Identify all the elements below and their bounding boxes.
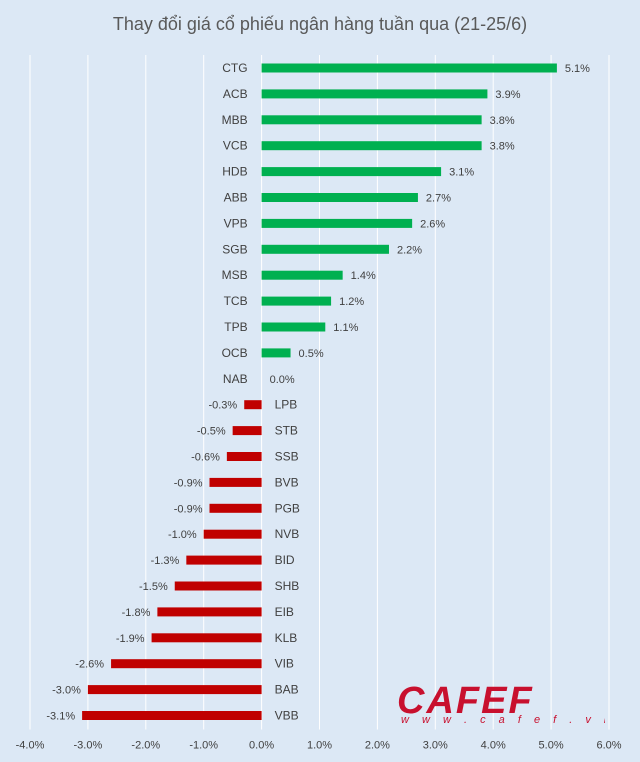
data-label: -0.3% (208, 400, 237, 412)
data-label: -1.0% (168, 529, 197, 541)
category-label: HDB (222, 165, 247, 179)
category-label: BID (275, 553, 295, 567)
bar (244, 400, 262, 410)
x-tick-label: -4.0% (16, 740, 45, 752)
category-label: BAB (275, 683, 299, 697)
x-tick-label: 1.0% (307, 740, 332, 752)
category-label: LPB (275, 398, 298, 412)
category-label: STB (275, 424, 298, 438)
data-label: 3.8% (490, 141, 515, 153)
bar (157, 607, 262, 617)
bar (261, 270, 343, 280)
x-tick-label: 6.0% (596, 740, 621, 752)
data-label: 2.2% (397, 244, 422, 256)
data-label: -1.3% (151, 555, 180, 567)
data-label: 3.1% (449, 167, 474, 179)
bar (87, 685, 262, 695)
category-label: SSB (275, 450, 299, 464)
bar (261, 296, 332, 306)
data-label: -3.0% (52, 685, 81, 697)
category-label: NAB (223, 372, 248, 386)
data-label: 2.6% (420, 218, 445, 230)
data-label: 1.2% (339, 296, 364, 308)
x-tick-label: 5.0% (539, 740, 564, 752)
x-tick-label: 4.0% (481, 740, 506, 752)
bar (203, 529, 262, 539)
cafef-logo-text: CAFEF (397, 684, 534, 722)
bar (261, 141, 482, 151)
bar (261, 167, 442, 177)
category-label: VPB (224, 216, 248, 230)
bar (261, 63, 557, 73)
data-label: 0.0% (270, 374, 295, 386)
data-label: 0.5% (299, 348, 324, 360)
category-label: VBB (275, 709, 299, 723)
bar (261, 322, 326, 332)
bar (232, 426, 262, 436)
x-tick-label: 2.0% (365, 740, 390, 752)
category-label: NVB (275, 527, 300, 541)
category-label: BVB (275, 475, 299, 489)
category-label: EIB (275, 605, 294, 619)
category-label: VCB (223, 139, 248, 153)
x-tick-label: 0.0% (249, 740, 274, 752)
bar (261, 348, 291, 358)
category-label: MSB (222, 268, 248, 282)
cafef-logo: CAFEF w w w . c a f e f . v n (397, 684, 605, 724)
data-label: -0.5% (197, 426, 226, 438)
data-label: 2.7% (426, 193, 451, 205)
data-label: -0.6% (191, 452, 220, 464)
data-label: 1.4% (351, 270, 376, 282)
data-label: -0.9% (174, 477, 203, 489)
chart-title: Thay đổi giá cổ phiếu ngân hàng tuần qua… (112, 14, 528, 34)
x-tick-label: -2.0% (131, 740, 160, 752)
bar (261, 193, 418, 202)
data-label: -0.9% (174, 503, 203, 515)
data-label: -3.1% (46, 711, 75, 723)
category-label: SHB (275, 579, 300, 593)
data-label: -1.8% (122, 607, 151, 619)
category-label: ACB (223, 87, 248, 101)
x-tick-label: 3.0% (423, 740, 448, 752)
category-label: TPB (224, 320, 247, 334)
bar (151, 633, 262, 643)
x-tick-label: -3.0% (74, 740, 103, 752)
bar (174, 581, 262, 591)
category-label: ABB (224, 191, 248, 205)
x-tick-label: -1.0% (189, 740, 218, 752)
data-label: -1.5% (139, 581, 168, 593)
data-label: 3.8% (490, 115, 515, 127)
bar (226, 452, 262, 461)
bar (261, 244, 389, 254)
bar (261, 218, 413, 228)
bar (186, 555, 262, 565)
data-label: 1.1% (333, 322, 358, 334)
category-label: KLB (275, 631, 298, 645)
bar (209, 477, 262, 487)
bar (261, 89, 488, 99)
category-label: TCB (224, 294, 248, 308)
bar (209, 503, 262, 513)
category-label: CTG (222, 61, 247, 75)
category-label: VIB (275, 657, 294, 671)
category-label: SGB (222, 242, 247, 256)
data-label: 3.9% (495, 89, 520, 101)
data-label: -1.9% (116, 633, 145, 645)
data-label: 5.1% (565, 63, 590, 75)
category-label: OCB (222, 346, 248, 360)
bar (82, 711, 262, 720)
bar (261, 115, 482, 125)
cafef-logo-url: w w w . c a f e f . v n (401, 714, 605, 724)
category-label: PGB (275, 501, 300, 515)
bar (111, 659, 262, 669)
data-label: -2.6% (75, 659, 104, 671)
category-label: MBB (222, 113, 248, 127)
